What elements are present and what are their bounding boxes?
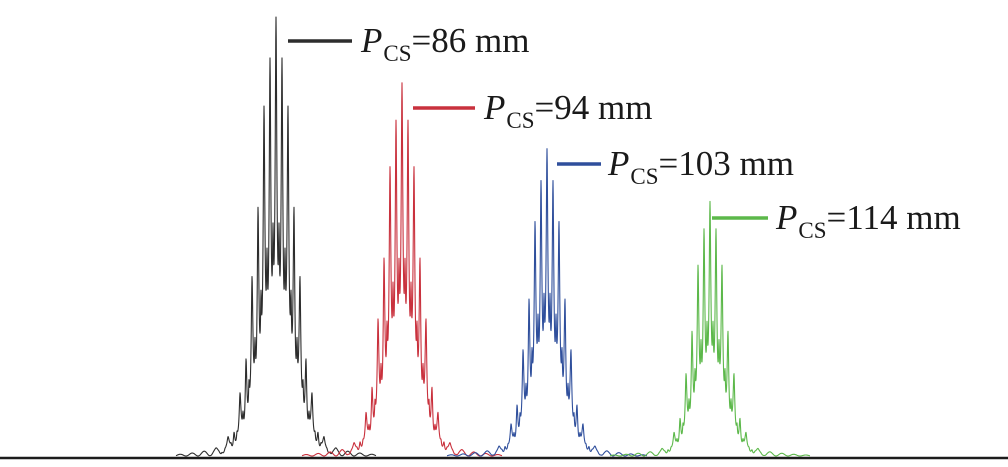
series-curve-2 — [301, 82, 503, 457]
series-curves — [175, 16, 811, 457]
legend-subscript: CS — [798, 218, 827, 243]
legend-subscript: CS — [630, 164, 659, 189]
legend-value: =86 mm — [411, 21, 530, 60]
legend-symbol: P — [776, 198, 798, 237]
series-curve-4 — [609, 200, 811, 457]
legend-label-series-1: PCS=86 mm — [361, 21, 530, 66]
series-curve-3 — [446, 148, 648, 457]
legend-symbol: P — [608, 144, 630, 183]
legend-label-series-2: PCS=94 mm — [484, 88, 653, 133]
legend-value: =103 mm — [658, 144, 794, 183]
legend-symbol: P — [484, 88, 506, 127]
legend-label-series-4: PCS=114 mm — [776, 198, 961, 243]
legend-value: =94 mm — [534, 88, 653, 127]
series-curve-1 — [175, 16, 377, 457]
legend-symbol: P — [361, 21, 383, 60]
legend-value: =114 mm — [826, 198, 961, 237]
legend-label-series-3: PCS=103 mm — [608, 144, 794, 189]
legend-subscript: CS — [383, 41, 412, 66]
legend-subscript: CS — [506, 108, 535, 133]
